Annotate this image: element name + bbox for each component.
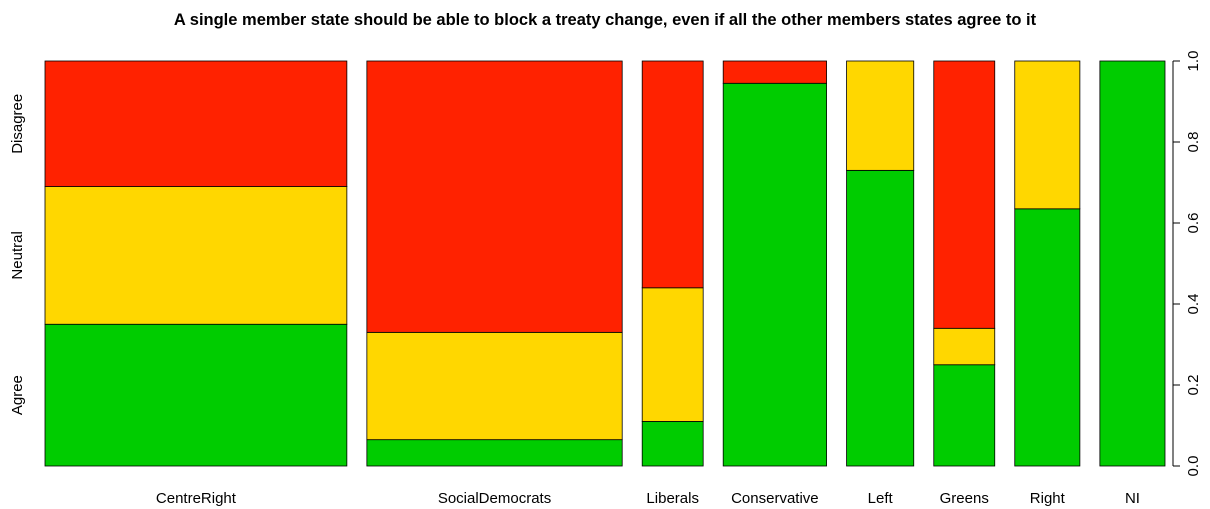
y-tick-label: 1.0 [1185,51,1202,72]
mosaic-cell-left-neutral [846,60,915,171]
mosaic-cell-socialdemocrats-agree [366,439,623,467]
category-label-conservative: Conservative [731,490,819,507]
category-label-right: Right [1030,490,1066,507]
category-labels: CentreRight SocialDemocrats Liberals Conser… [156,490,1140,507]
mosaic-cell-centreright-neutral [44,186,348,325]
mosaic-cell-greens-disagree [933,60,996,329]
mosaic-cell-ni-agree [1099,60,1166,467]
mosaic-cell-liberals-agree [641,421,704,467]
mosaic-cell-right-neutral [1014,60,1081,210]
category-label-centreright: CentreRight [156,490,237,507]
mosaic-cell-centreright-disagree [44,60,348,187]
mosaic-cell-centreright-agree [44,323,348,467]
y-tick-label: 0.2 [1185,375,1202,396]
mosaic-cell-conservative-agree [722,82,827,467]
level-labels: Agree Neutral Disagree [9,94,26,415]
mosaic-cell-greens-neutral [933,327,996,366]
category-label-left: Left [868,490,894,507]
y-tick-label: 0.8 [1185,132,1202,153]
mosaic-cell-liberals-disagree [641,60,704,289]
mosaic-cell-greens-agree [933,364,996,467]
mosaic-cell-left-agree [846,169,915,467]
category-label-socialdemocrats: SocialDemocrats [438,490,551,507]
y-tick-label: 0.4 [1185,294,1202,315]
category-label-liberals: Liberals [646,490,699,507]
bars-layer [44,60,1166,467]
chart-title: A single member state should be able to … [174,11,1037,29]
level-label-neutral: Neutral [9,231,26,279]
level-label-agree: Agree [9,375,26,415]
y-tick-label: 0.6 [1185,213,1202,234]
mosaic-cell-socialdemocrats-neutral [366,331,623,441]
mosaic-cell-liberals-neutral [641,287,704,422]
mosaic-cell-socialdemocrats-disagree [366,60,623,333]
category-label-greens: Greens [940,490,989,507]
level-label-disagree: Disagree [9,94,26,154]
mosaic-cell-conservative-disagree [722,60,827,84]
y-tick-label: 0.0 [1185,456,1202,477]
mosaic-cell-right-agree [1014,208,1081,467]
y-axis: 0.0 0.2 0.4 0.6 0.8 1.0 [1172,51,1202,477]
category-label-ni: NI [1125,490,1140,507]
